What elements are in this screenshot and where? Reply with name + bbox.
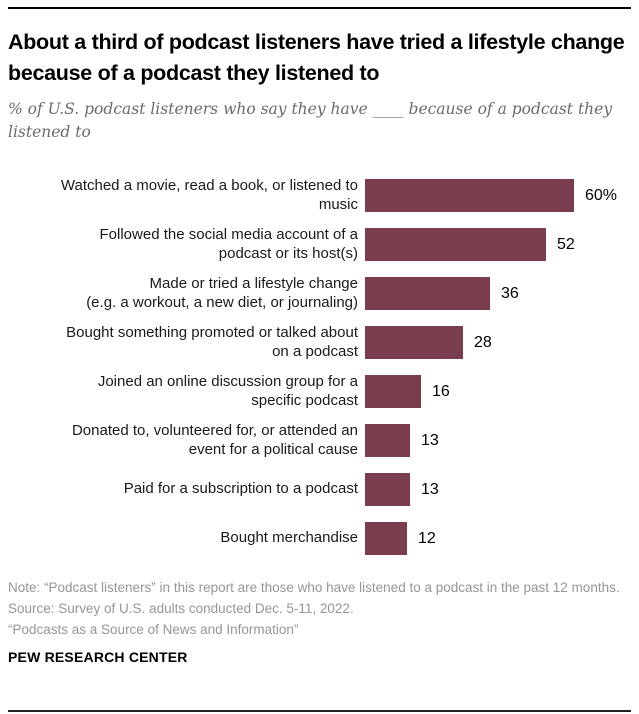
bar-value-label: 16 bbox=[432, 382, 450, 400]
pew-research-center-wordmark: PEW RESEARCH CENTER bbox=[8, 649, 188, 665]
bar bbox=[365, 375, 421, 408]
source-line: Source: Survey of U.S. adults conducted … bbox=[8, 601, 354, 616]
bar-area: 12 bbox=[365, 522, 436, 555]
bar-category-label: Bought merchandise bbox=[220, 529, 358, 547]
bar bbox=[365, 179, 574, 212]
bar-value-label: 60% bbox=[585, 186, 618, 204]
bar-value-label: 36 bbox=[501, 284, 519, 302]
bar-area: 60% bbox=[365, 179, 617, 212]
top-rule bbox=[8, 7, 631, 9]
bar-area: 16 bbox=[365, 375, 450, 408]
bar bbox=[365, 228, 546, 261]
bar-category-label: Donated to, volunteered for, or attended… bbox=[71, 422, 358, 458]
bar bbox=[365, 522, 407, 555]
bar-value-label: 13 bbox=[421, 431, 439, 449]
report-line: “Podcasts as a Source of News and Inform… bbox=[8, 622, 299, 637]
bar-category-label: Bought something promoted or talked abou… bbox=[66, 324, 358, 360]
bar-row: Watched a movie, read a book, or listene… bbox=[8, 171, 631, 220]
bar-value-label: 52 bbox=[557, 235, 575, 253]
chart-title: About a third of podcast listeners have … bbox=[8, 30, 625, 85]
chart-card: About a third of podcast listeners have … bbox=[0, 7, 639, 714]
bar-row: Made or tried a lifestyle change (e.g. a… bbox=[8, 269, 631, 318]
bottom-rule bbox=[8, 710, 631, 712]
bar bbox=[365, 473, 410, 506]
bar bbox=[365, 326, 463, 359]
bar-area: 13 bbox=[365, 473, 439, 506]
bar-row: Bought something promoted or talked abou… bbox=[8, 318, 631, 367]
bar-category-label: Made or tried a lifestyle change (e.g. a… bbox=[86, 275, 358, 311]
bar-row: Joined an online discussion group for a … bbox=[8, 367, 631, 416]
bar-value-label: 28 bbox=[474, 333, 492, 351]
chart-subtitle: % of U.S. podcast listeners who say they… bbox=[8, 100, 613, 141]
bar-area: 28 bbox=[365, 326, 492, 359]
note-line: Note: “Podcast listeners” in this report… bbox=[8, 580, 620, 595]
bar-area: 36 bbox=[365, 277, 519, 310]
bar-category-label: Joined an online discussion group for a … bbox=[97, 373, 358, 409]
bar-category-label: Paid for a subscription to a podcast bbox=[123, 480, 358, 498]
bar bbox=[365, 424, 410, 457]
bar-area: 13 bbox=[365, 424, 439, 457]
bar bbox=[365, 277, 490, 310]
bar-area: 52 bbox=[365, 228, 575, 261]
bar-category-label: Watched a movie, read a book, or listene… bbox=[60, 177, 358, 213]
bar-row: Paid for a subscription to a podcast 13 bbox=[8, 465, 631, 514]
bar-chart: Watched a movie, read a book, or listene… bbox=[8, 171, 631, 563]
bar-value-label: 12 bbox=[418, 529, 436, 547]
bar-category-label: Followed the social media account of a p… bbox=[99, 226, 358, 262]
bar-row: Bought merchandise 12 bbox=[8, 514, 631, 563]
bar-row: Followed the social media account of a p… bbox=[8, 220, 631, 269]
footnotes: Note: “Podcast listeners” in this report… bbox=[8, 577, 628, 640]
bar-value-label: 13 bbox=[421, 480, 439, 498]
bar-row: Donated to, volunteered for, or attended… bbox=[8, 416, 631, 465]
